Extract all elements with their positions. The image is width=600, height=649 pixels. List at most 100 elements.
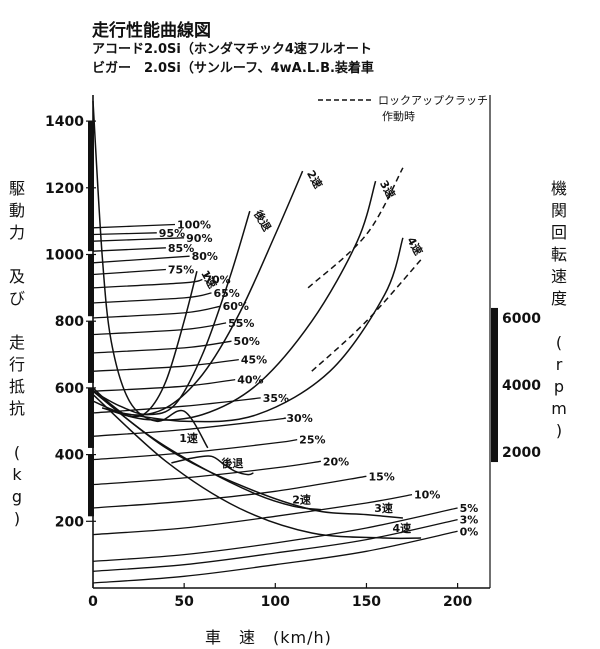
axis-label-char: び	[8, 289, 25, 308]
gear-curve-4速	[92, 394, 422, 540]
resistance-curve-40%	[92, 378, 236, 392]
resistance-curve-95%	[92, 232, 157, 236]
axis-label-char: 度	[550, 289, 567, 308]
resistance-curve-70%	[92, 278, 203, 289]
gear-curve-label: 3速	[374, 501, 393, 515]
resistance-curve-0%	[92, 530, 458, 584]
y2-axis-band	[491, 307, 498, 463]
resistance-curve-25%	[92, 438, 298, 461]
x-tick-label: 100	[261, 594, 290, 610]
axis-label-char: 力	[8, 223, 25, 242]
gear-curve-label: 2速	[292, 493, 311, 507]
resistance-curve-80%	[92, 255, 190, 264]
axis-label-char: 行	[8, 355, 25, 374]
resistance-label: 85%	[168, 242, 194, 255]
y-axis-band-0	[88, 121, 94, 252]
resistance-label: 60%	[223, 300, 249, 313]
drive-curve-label: 4速	[404, 234, 425, 257]
axis-label-char: p	[553, 377, 565, 396]
gear-curve-3速	[92, 390, 403, 519]
y-axis-band-4	[88, 454, 94, 517]
drive-curve-2速	[92, 170, 304, 416]
y-tick-label: 400	[55, 448, 84, 464]
resistance-curve-5%	[92, 507, 458, 562]
y-tick-label: 800	[55, 314, 84, 330]
axis-label-char: )	[13, 509, 21, 528]
resistance-label: 3%	[460, 514, 479, 527]
resistance-label: 95%	[159, 227, 185, 240]
resistance-label: 70%	[204, 274, 230, 287]
y-axis-band-1	[88, 254, 94, 317]
resistance-curve-60%	[92, 305, 221, 319]
axis-label-char: 駆	[8, 179, 25, 198]
resistance-label: 20%	[323, 455, 349, 468]
axis-label-char: (	[13, 443, 21, 462]
axis-label-char: 動	[8, 201, 25, 220]
resistance-label: 90%	[186, 232, 212, 245]
drive-curve-4速	[111, 237, 404, 423]
resistance-curve-15%	[92, 475, 367, 509]
x-tick-label: 150	[352, 594, 381, 610]
resistance-label: 55%	[228, 317, 254, 330]
resistance-label: 5%	[460, 502, 479, 515]
gear-curve-後退	[171, 455, 254, 476]
resistance-curve-90%	[92, 237, 185, 242]
drive-curve-label: 後退	[251, 208, 274, 234]
axis-label-char: m	[551, 399, 567, 418]
vehicle-line-1: アコード2.0Si（ホンダマチック4速フルオート	[92, 42, 372, 57]
x-tick-label: 200	[443, 594, 472, 610]
axis-label-char: 関	[550, 201, 567, 220]
resistance-label: 30%	[286, 412, 312, 425]
axis-label-char: 抗	[8, 399, 25, 418]
lockup-legend-label: ロックアップクラッチ	[378, 94, 488, 107]
resistance-label: 15%	[368, 470, 394, 483]
y-tick-label: 1200	[45, 181, 84, 197]
y-axis-label: 駆動力 及び 走行抵抗 (k g)	[6, 178, 28, 530]
y2-tick-label: 2000	[502, 445, 541, 461]
resistance-label: 40%	[237, 374, 263, 387]
resistance-curve-10%	[92, 493, 413, 536]
y2-tick-label: 4000	[502, 378, 541, 394]
resistance-curve-3%	[92, 518, 458, 572]
drive-curve-3速	[101, 180, 377, 421]
y-tick-label: 1000	[45, 248, 84, 264]
y-axis-band-3	[88, 387, 94, 448]
drive-curve-1速	[92, 271, 198, 418]
lockup-legend-label-2: 作動時	[382, 109, 415, 123]
axis-label-char: 回	[550, 223, 567, 242]
resistance-label: 50%	[234, 335, 260, 348]
gear-curve-1速	[92, 101, 209, 449]
y-tick-label: 600	[55, 381, 84, 397]
resistance-label: 10%	[414, 489, 440, 502]
resistance-curve-50%	[92, 340, 232, 354]
drive-curve-label: 2速	[304, 168, 325, 191]
resistance-curve-30%	[92, 417, 287, 437]
y-tick-label: 200	[55, 514, 84, 530]
resistance-label: 65%	[213, 287, 239, 300]
y2-axis-label: 機関回転速度 (r p m)	[548, 178, 570, 442]
gear-curve-label: 4速	[392, 521, 411, 535]
resistance-curve-85%	[92, 247, 166, 252]
chart-title: 走行性能曲線図	[92, 21, 211, 41]
resistance-label: 25%	[299, 434, 325, 447]
gear-curve-label: 後退	[221, 456, 243, 470]
drive-curve-後退	[92, 210, 251, 416]
resistance-label: 45%	[241, 354, 267, 367]
resistance-label: 75%	[168, 264, 194, 277]
resistance-label: 35%	[263, 392, 289, 405]
axis-label-char: r	[555, 355, 563, 374]
axis-label-char: 転	[550, 245, 567, 264]
axis-label-char: 抵	[8, 377, 25, 396]
axis-label-char: (	[555, 333, 563, 352]
lockup-curve-4速	[311, 259, 422, 372]
x-tick-label: 0	[88, 594, 98, 610]
resistance-label: 0%	[460, 525, 479, 538]
resistance-curve-45%	[92, 358, 239, 372]
gear-curve-label: 1速	[179, 431, 198, 445]
axis-label-char: k	[12, 465, 22, 484]
resistance-curve-55%	[92, 322, 227, 336]
y2-tick-label: 6000	[502, 311, 541, 327]
axis-label-char: 及	[8, 267, 25, 286]
axis-label-char: g	[11, 487, 23, 506]
axis-label-char: 機	[550, 179, 567, 198]
